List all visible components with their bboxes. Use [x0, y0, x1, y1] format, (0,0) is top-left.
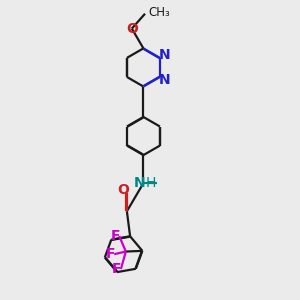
Text: F: F [106, 247, 115, 261]
Text: CH₃: CH₃ [148, 5, 170, 19]
Text: O: O [117, 183, 129, 197]
Text: O: O [126, 22, 138, 36]
Text: N: N [159, 73, 171, 87]
Text: N: N [159, 48, 171, 62]
Text: N: N [134, 176, 145, 190]
Text: F: F [110, 229, 120, 243]
Text: F: F [112, 262, 122, 276]
Text: H: H [146, 176, 156, 190]
